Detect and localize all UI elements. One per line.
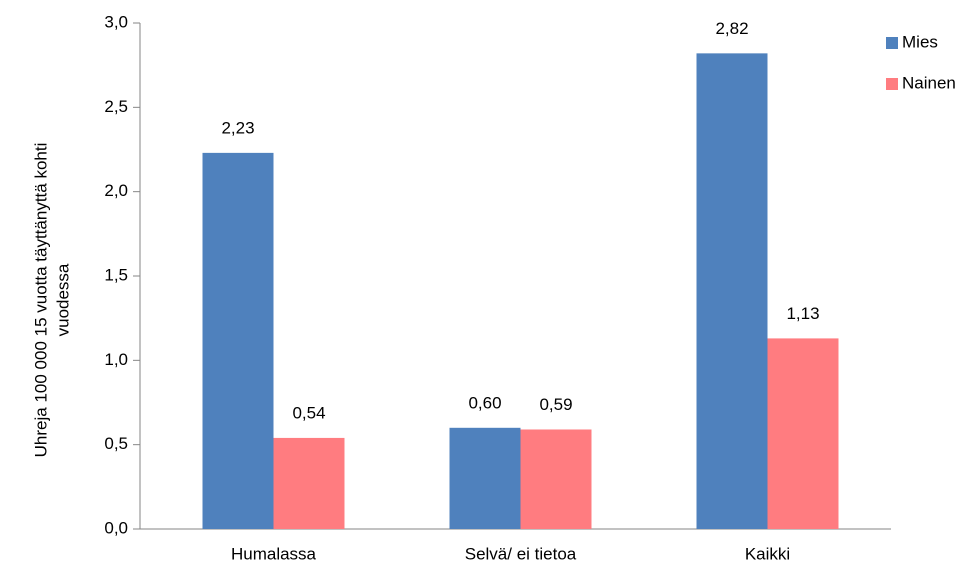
bar	[520, 429, 592, 529]
data-label: 0,60	[468, 393, 501, 412]
data-label: 1,13	[786, 304, 819, 323]
y-tick-label: 0,0	[104, 518, 128, 537]
x-tick-label: Kaikki	[745, 544, 790, 563]
bar	[696, 53, 768, 530]
bar	[202, 152, 274, 529]
bar	[273, 437, 345, 529]
data-label: 0,59	[539, 395, 572, 414]
y-tick-label: 1,0	[104, 350, 128, 369]
x-tick-label: Humalassa	[231, 544, 317, 563]
y-tick-label: 2,0	[104, 181, 128, 200]
bar	[449, 427, 521, 529]
x-tick-label: Selvä/ ei tietoa	[465, 544, 577, 563]
y-tick-label: 3,0	[104, 12, 128, 31]
y-tick-label: 2,5	[104, 97, 128, 116]
legend-label: Mies	[902, 32, 938, 51]
legend-swatch	[886, 78, 898, 90]
legend-swatch	[886, 37, 898, 49]
legend-label: Nainen	[902, 73, 956, 92]
bar	[767, 338, 839, 529]
y-axis-label: vuodessa	[53, 263, 72, 336]
y-tick-label: 1,5	[104, 265, 128, 284]
data-label: 0,54	[292, 403, 325, 422]
data-label: 2,23	[221, 118, 254, 137]
y-tick-label: 0,5	[104, 434, 128, 453]
y-axis-label: Uhreja 100 000 15 vuotta täyttänyttä koh…	[31, 143, 50, 458]
data-label: 2,82	[715, 19, 748, 38]
